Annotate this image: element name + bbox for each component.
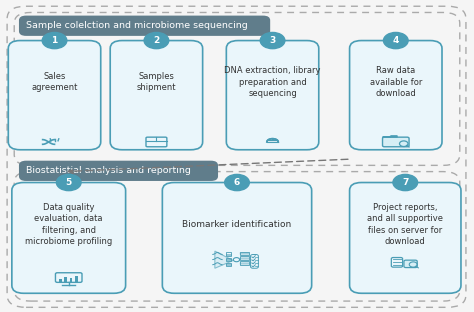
Circle shape <box>383 32 408 49</box>
FancyBboxPatch shape <box>9 41 100 150</box>
Polygon shape <box>383 136 397 137</box>
Bar <box>239 256 249 260</box>
Text: Raw data
available for
download: Raw data available for download <box>370 66 422 98</box>
Text: Biomarker identification: Biomarker identification <box>182 220 292 229</box>
FancyBboxPatch shape <box>12 183 126 293</box>
Text: 3: 3 <box>269 36 276 45</box>
Text: Samples
shipment: Samples shipment <box>137 72 176 92</box>
Text: DNA extraction, library
preparation and
sequencing: DNA extraction, library preparation and … <box>224 66 321 98</box>
FancyBboxPatch shape <box>349 41 442 150</box>
Text: 5: 5 <box>65 178 72 187</box>
Text: 7: 7 <box>402 178 409 187</box>
Text: Biostatistial analysis and reporting: Biostatistial analysis and reporting <box>26 166 191 175</box>
Bar <box>226 258 231 261</box>
Circle shape <box>56 174 81 191</box>
Circle shape <box>144 32 169 49</box>
Text: 1: 1 <box>51 36 58 45</box>
Polygon shape <box>215 251 233 268</box>
Text: 6: 6 <box>234 178 240 187</box>
Text: Data quality
evaluation, data
filtering, and
microbiome profiling: Data quality evaluation, data filtering,… <box>25 203 112 246</box>
FancyBboxPatch shape <box>19 16 270 36</box>
Bar <box>239 251 249 255</box>
Circle shape <box>393 174 418 191</box>
FancyBboxPatch shape <box>404 260 417 268</box>
Text: Project reports,
and all supportive
files on server for
download: Project reports, and all supportive file… <box>367 203 443 246</box>
Bar <box>64 277 67 282</box>
Text: 2: 2 <box>153 36 160 45</box>
Bar <box>70 278 73 282</box>
Text: 4: 4 <box>392 36 399 45</box>
Text: Sample colelction and microbiome sequencing: Sample colelction and microbiome sequenc… <box>26 21 248 30</box>
Bar <box>75 276 78 282</box>
Bar <box>59 279 62 282</box>
Circle shape <box>42 32 67 49</box>
FancyBboxPatch shape <box>383 137 409 147</box>
Circle shape <box>260 32 285 49</box>
Bar <box>226 263 231 266</box>
FancyBboxPatch shape <box>110 41 202 150</box>
Circle shape <box>225 174 249 191</box>
Text: Sales
agreement: Sales agreement <box>31 72 78 92</box>
FancyBboxPatch shape <box>19 161 218 181</box>
Bar <box>226 252 231 256</box>
Bar <box>239 261 249 265</box>
FancyBboxPatch shape <box>226 41 319 150</box>
FancyBboxPatch shape <box>350 183 461 293</box>
FancyBboxPatch shape <box>162 183 311 293</box>
